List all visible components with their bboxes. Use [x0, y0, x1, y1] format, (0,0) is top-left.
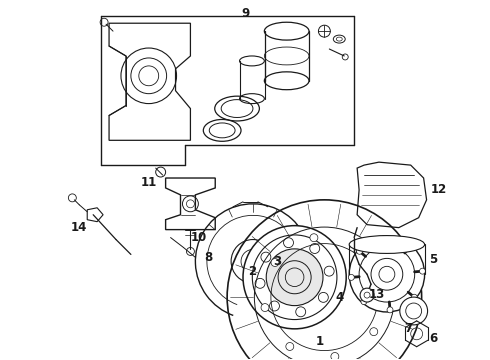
Circle shape [270, 301, 279, 311]
Text: 9: 9 [241, 7, 249, 20]
Circle shape [156, 167, 166, 177]
Circle shape [357, 248, 363, 254]
Circle shape [380, 283, 388, 291]
Circle shape [370, 328, 378, 336]
Text: 7: 7 [405, 322, 413, 336]
Circle shape [361, 299, 367, 305]
Circle shape [360, 288, 374, 302]
Text: 8: 8 [204, 251, 212, 264]
Circle shape [381, 236, 387, 242]
Text: 5: 5 [429, 253, 438, 266]
Circle shape [310, 234, 318, 242]
Circle shape [318, 292, 328, 302]
Text: 14: 14 [71, 221, 88, 234]
Ellipse shape [349, 235, 425, 253]
Circle shape [411, 294, 417, 300]
Text: 6: 6 [429, 332, 438, 345]
Text: 2: 2 [248, 265, 256, 278]
Circle shape [261, 252, 271, 262]
Text: 10: 10 [190, 231, 206, 244]
Circle shape [296, 307, 306, 317]
Circle shape [324, 266, 334, 276]
Circle shape [255, 278, 265, 288]
Circle shape [271, 258, 279, 266]
Text: 1: 1 [316, 335, 323, 348]
Circle shape [284, 238, 294, 248]
Circle shape [349, 237, 425, 312]
Text: 4: 4 [335, 291, 343, 303]
Circle shape [266, 249, 323, 306]
Circle shape [331, 352, 339, 360]
Text: 12: 12 [430, 184, 446, 197]
Circle shape [407, 244, 413, 250]
Circle shape [286, 342, 294, 350]
Text: 13: 13 [369, 288, 385, 301]
Circle shape [387, 307, 393, 313]
Circle shape [348, 274, 354, 280]
Circle shape [243, 226, 346, 329]
Circle shape [355, 244, 363, 252]
Text: 3: 3 [274, 255, 282, 268]
Circle shape [400, 297, 428, 325]
Circle shape [310, 244, 319, 253]
Circle shape [419, 268, 425, 274]
Text: 11: 11 [141, 176, 157, 189]
Circle shape [261, 303, 269, 311]
